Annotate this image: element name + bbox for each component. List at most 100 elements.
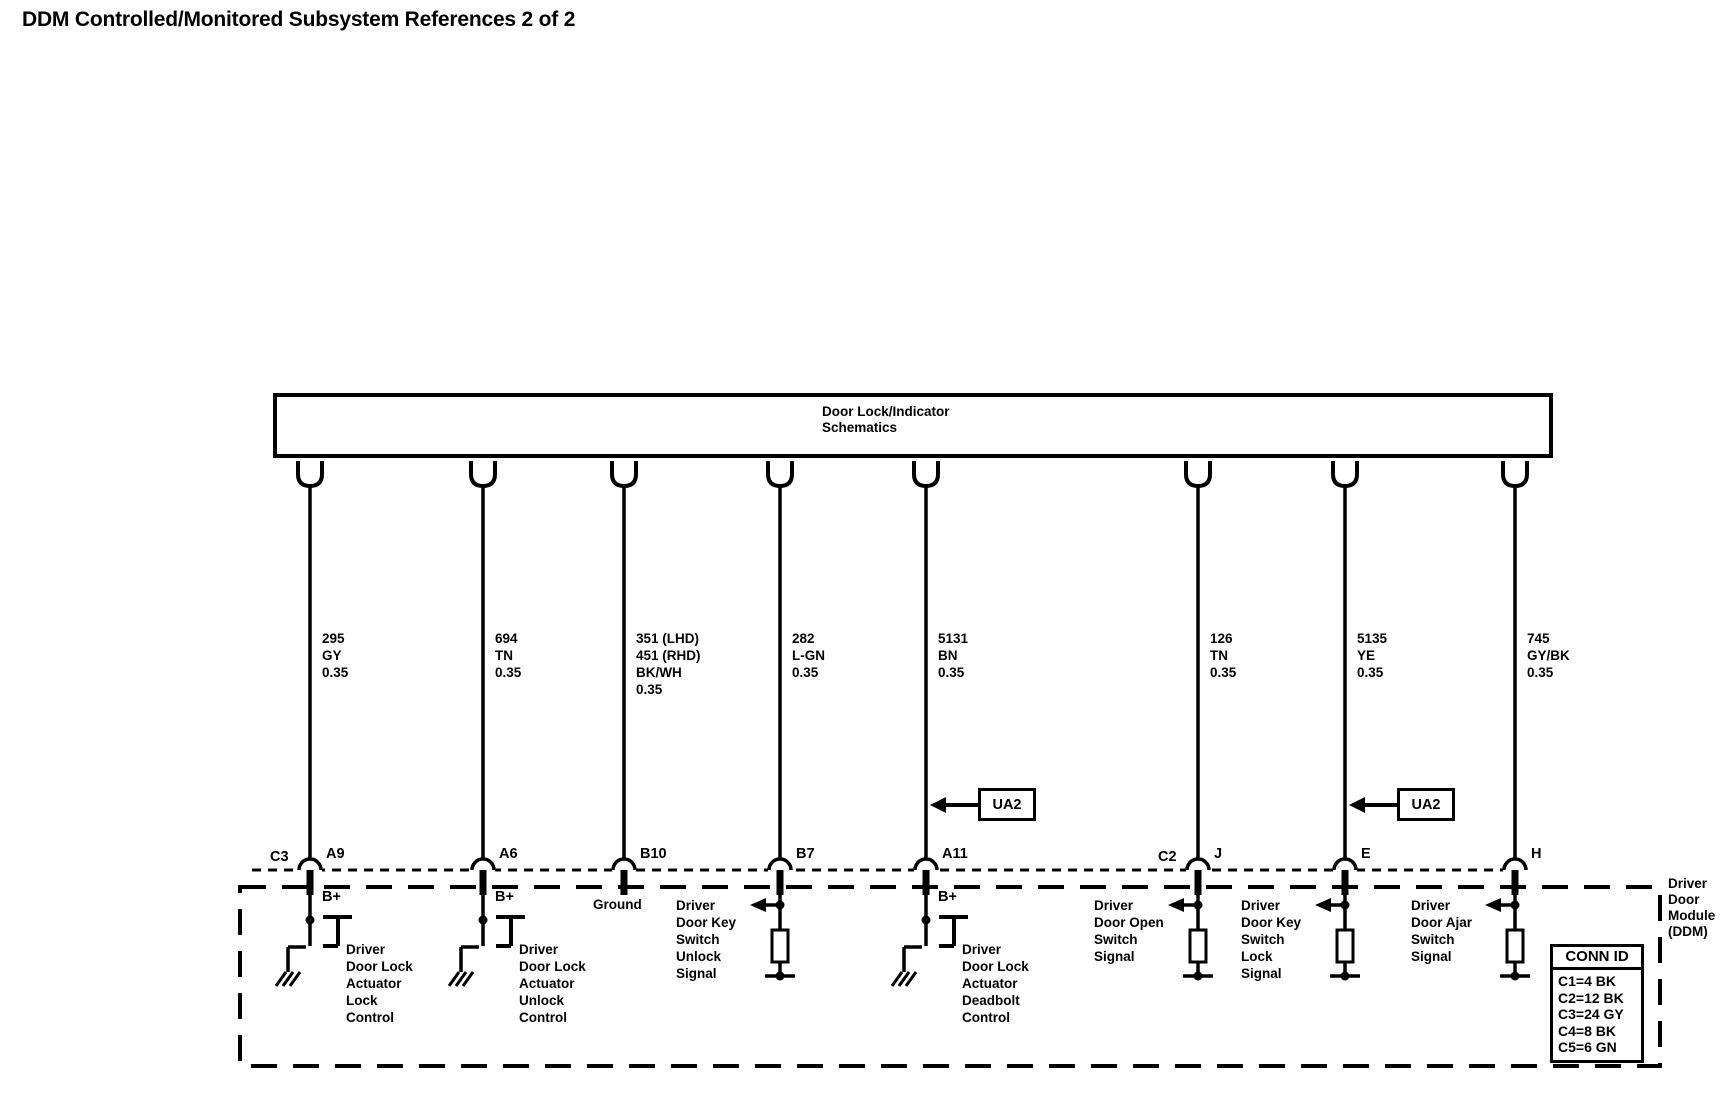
component-label: Driver Door Lock Actuator Deadbolt Control [962, 941, 1029, 1026]
conn-id-rows: C1=4 BK C2=12 BK C3=24 GY C4=8 BK C5=6 GN [1553, 970, 1641, 1060]
connector-pin-bump [470, 857, 496, 871]
schematic-branch-bracket [469, 461, 497, 489]
component-label-line: Ground [593, 897, 642, 912]
ddm-label-line: Door [1668, 892, 1700, 907]
component-label-line: Unlock [519, 993, 565, 1008]
ua2-left-arrow-icon [1349, 797, 1365, 813]
circuit-label-line: 451 (RHD) [636, 648, 701, 663]
page-title: DDM Controlled/Monitored Subsystem Refer… [22, 8, 576, 31]
conn-id-row: C3=24 GY [1558, 1006, 1624, 1022]
connector-pin-bump [1502, 857, 1528, 871]
component-label-line: Control [346, 1010, 394, 1025]
component-label-line: Driver [346, 942, 386, 957]
circuit-label-line: 5135 [1357, 631, 1388, 646]
junction-dot [305, 915, 315, 925]
ddm-module-boundary [238, 885, 1662, 1068]
connector-pin-stub [479, 870, 487, 895]
circuit-label-line: BN [938, 648, 958, 663]
conn-id-table: CONN ID C1=4 BK C2=12 BK C3=24 GY C4=8 BK C5… [1550, 944, 1644, 1063]
circuit-label: 351 (LHD) 451 (RHD) BK/WH 0.35 [636, 630, 701, 698]
conn-id-row: C4=8 BK [1558, 1022, 1616, 1039]
circuit-label-line: 5131 [938, 631, 969, 646]
component-label-line: Control [519, 1010, 567, 1025]
circuit-label-line: 0.35 [636, 682, 663, 697]
pin-label: A6 [499, 846, 518, 862]
pin-label: A11 [942, 846, 968, 862]
component-label-line: Driver [962, 942, 1002, 957]
connector-pin-bump [297, 857, 323, 871]
component-label-line: Unlock [676, 949, 722, 964]
circuit-label: 5131 BN 0.35 [938, 630, 968, 681]
component-label-line: Actuator [962, 976, 1018, 991]
circuit-label-line: 745 [1527, 631, 1550, 646]
circuit-label: 694 TN 0.35 [495, 630, 521, 681]
connector-pin-stub [620, 870, 628, 895]
conn-id-row: C5=6 GN [1558, 1039, 1617, 1055]
component-label: Ground [593, 896, 642, 913]
schematic-box-label-line2: Schematics [822, 420, 898, 435]
circuit-label-line: 0.35 [1210, 665, 1237, 680]
component-label-line: Control [962, 1010, 1010, 1025]
circuit-label-line: 0.35 [322, 665, 349, 680]
ddm-module-label: Driver Door Module (DDM) [1668, 876, 1715, 940]
ua2-reference-label: UA2 [1411, 796, 1441, 813]
connector-pin-bump [611, 857, 637, 871]
schematic-branch-bracket [1501, 461, 1529, 489]
component-label-line: Driver [1094, 898, 1134, 913]
conn-id-row: C2=12 BK [1558, 989, 1624, 1006]
b-plus-label: B+ [322, 889, 341, 905]
circuit-label-line: 0.35 [1527, 665, 1554, 680]
component-label-line: Actuator [346, 976, 402, 991]
component-label: Driver Door Lock Actuator Lock Control [346, 941, 413, 1026]
circuit-label: 5135 YE 0.35 [1357, 630, 1387, 681]
junction-dot [921, 915, 931, 925]
component-label-line: Switch [1241, 932, 1285, 947]
junction-dot [478, 915, 488, 925]
circuit-label-line: 0.35 [938, 665, 965, 680]
ua2-reference-box: UA2 [1397, 788, 1455, 821]
connector-pin-bump [1185, 857, 1211, 871]
connector-pin-stub [306, 870, 314, 895]
component-label-line: Door Lock [519, 959, 586, 974]
circuit-label-line: 0.35 [495, 665, 522, 680]
component-label-line: Switch [1411, 932, 1455, 947]
ground-symbol [447, 971, 461, 987]
connector-pin-bump [913, 857, 939, 871]
component-label-line: Signal [1241, 966, 1282, 981]
connector-id-label: C3 [270, 849, 289, 865]
signal-left-arrow-icon [1485, 898, 1501, 912]
component-label-line: Driver [676, 898, 716, 913]
b-plus-label: B+ [938, 889, 957, 905]
component-label-line: Door Open [1094, 915, 1164, 930]
resistor-symbol [1505, 928, 1525, 964]
resistor-symbol [1188, 928, 1208, 964]
component-label-line: Switch [676, 932, 720, 947]
ground-symbol [454, 971, 468, 987]
connector-pin-bump [1332, 857, 1358, 871]
connector-pin-stub [1341, 870, 1349, 895]
junction-dot [1193, 971, 1203, 981]
ua2-reference-label: UA2 [992, 796, 1022, 813]
ddm-label-line: (DDM) [1668, 924, 1708, 939]
junction-dot [1510, 971, 1520, 981]
b-plus-label: B+ [495, 889, 514, 905]
pin-label: A9 [326, 846, 345, 862]
circuit-label: 126 TN 0.35 [1210, 630, 1236, 681]
schematic-branch-bracket [766, 461, 794, 489]
circuit-label-line: 0.35 [792, 665, 819, 680]
component-label-line: Signal [676, 966, 717, 981]
ground-symbol [274, 971, 288, 987]
connector-pin-bump [767, 857, 793, 871]
connector-pin-stub [776, 870, 784, 895]
component-label-line: Switch [1094, 932, 1138, 947]
component-label: Driver Door Open Switch Signal [1094, 897, 1164, 965]
component-label: Driver Door Lock Actuator Unlock Control [519, 941, 586, 1026]
component-label-line: Actuator [519, 976, 575, 991]
component-label-line: Door Ajar [1411, 915, 1473, 930]
component-label-line: Signal [1094, 949, 1135, 964]
component-label: Driver Door Key Switch Unlock Signal [676, 897, 736, 982]
signal-left-arrow-icon [750, 898, 766, 912]
component-label-line: Door Key [1241, 915, 1302, 930]
component-label: Driver Door Key Switch Lock Signal [1241, 897, 1301, 982]
